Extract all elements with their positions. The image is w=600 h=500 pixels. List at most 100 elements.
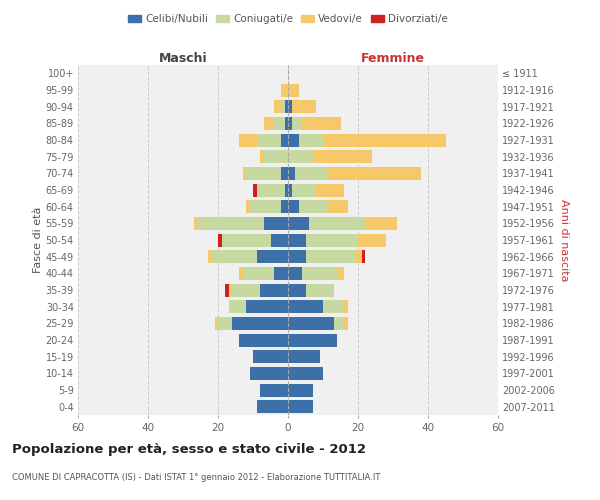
Bar <box>334 317 344 330</box>
Bar <box>263 117 274 130</box>
Bar <box>313 150 372 163</box>
Bar <box>218 317 232 330</box>
Bar <box>361 250 365 263</box>
Y-axis label: Anni di nascita: Anni di nascita <box>559 198 569 281</box>
Bar <box>281 200 288 213</box>
Bar <box>257 400 288 413</box>
Bar <box>305 234 358 246</box>
Bar <box>326 167 421 180</box>
Bar <box>284 184 288 196</box>
Bar <box>288 350 320 363</box>
Bar <box>288 167 295 180</box>
Bar <box>288 400 313 413</box>
Bar <box>302 117 341 130</box>
Bar <box>250 367 288 380</box>
Bar <box>292 100 316 113</box>
Bar <box>288 384 313 396</box>
Bar <box>288 334 337 346</box>
Bar <box>288 267 302 280</box>
Bar <box>323 300 344 313</box>
Legend: Celibi/Nubili, Coniugati/e, Vedovi/e, Divorziati/e: Celibi/Nubili, Coniugati/e, Vedovi/e, Di… <box>124 10 452 29</box>
Bar <box>274 267 288 280</box>
Bar <box>288 84 299 96</box>
Bar <box>211 250 257 263</box>
Bar <box>239 267 242 280</box>
Bar <box>229 284 232 296</box>
Bar <box>274 117 284 130</box>
Bar <box>229 300 246 313</box>
Bar <box>309 217 365 230</box>
Bar <box>274 100 281 113</box>
Bar <box>281 167 288 180</box>
Bar <box>246 200 250 213</box>
Bar <box>284 100 288 113</box>
Bar <box>344 317 347 330</box>
Bar <box>260 384 288 396</box>
Bar <box>358 234 386 246</box>
Bar <box>193 217 197 230</box>
Bar <box>215 317 218 330</box>
Bar <box>288 234 305 246</box>
Bar <box>257 184 284 196</box>
Bar <box>197 217 263 230</box>
Y-axis label: Fasce di età: Fasce di età <box>32 207 43 273</box>
Bar <box>253 184 257 196</box>
Bar <box>284 117 288 130</box>
Bar <box>221 234 271 246</box>
Bar <box>232 284 260 296</box>
Bar <box>232 317 288 330</box>
Bar <box>288 217 309 230</box>
Bar <box>288 300 323 313</box>
Bar <box>242 267 274 280</box>
Bar <box>365 217 397 230</box>
Bar <box>305 284 334 296</box>
Bar <box>208 250 211 263</box>
Bar <box>302 267 337 280</box>
Bar <box>288 150 313 163</box>
Bar <box>288 284 305 296</box>
Bar <box>239 334 288 346</box>
Bar <box>260 150 263 163</box>
Bar <box>323 134 445 146</box>
Bar <box>326 200 347 213</box>
Bar <box>288 317 334 330</box>
Bar <box>260 284 288 296</box>
Text: Popolazione per età, sesso e stato civile - 2012: Popolazione per età, sesso e stato civil… <box>12 442 366 456</box>
Bar <box>299 200 326 213</box>
Bar <box>288 184 292 196</box>
Bar <box>253 350 288 363</box>
Bar <box>246 167 281 180</box>
Bar <box>281 134 288 146</box>
Bar <box>257 250 288 263</box>
Bar <box>281 100 284 113</box>
Bar <box>257 134 281 146</box>
Bar <box>250 200 281 213</box>
Bar <box>295 167 326 180</box>
Text: Femmine: Femmine <box>361 52 425 65</box>
Bar <box>305 250 355 263</box>
Bar <box>218 234 221 246</box>
Text: Maschi: Maschi <box>158 52 208 65</box>
Bar <box>242 167 246 180</box>
Bar <box>292 184 316 196</box>
Bar <box>288 367 323 380</box>
Bar <box>288 117 292 130</box>
Bar <box>288 200 299 213</box>
Bar <box>288 250 305 263</box>
Bar <box>263 217 288 230</box>
Bar <box>271 234 288 246</box>
Bar <box>281 84 288 96</box>
Bar <box>292 117 302 130</box>
Bar <box>299 134 323 146</box>
Bar <box>246 300 288 313</box>
Bar <box>225 284 229 296</box>
Bar <box>355 250 361 263</box>
Text: COMUNE DI CAPRACOTTA (IS) - Dati ISTAT 1° gennaio 2012 - Elaborazione TUTTITALIA: COMUNE DI CAPRACOTTA (IS) - Dati ISTAT 1… <box>12 472 380 482</box>
Bar <box>344 300 347 313</box>
Bar <box>263 150 288 163</box>
Bar <box>288 134 299 146</box>
Bar <box>316 184 344 196</box>
Bar <box>337 267 344 280</box>
Bar <box>239 134 257 146</box>
Bar <box>288 100 292 113</box>
